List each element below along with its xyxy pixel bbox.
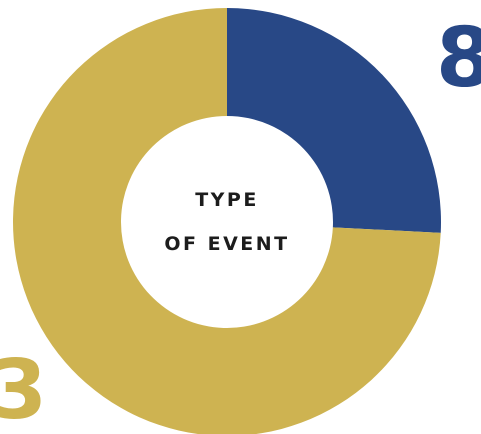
donut-slice-1: [227, 8, 441, 233]
slice-label-gold: 3: [0, 343, 48, 434]
center-label: TYPE OF EVENT: [164, 178, 289, 266]
center-label-line-1: TYPE: [195, 189, 259, 211]
center-label-line-2: OF EVENT: [164, 233, 290, 255]
slice-label-blue: 8: [436, 11, 481, 106]
donut-slice-2: [13, 8, 441, 434]
